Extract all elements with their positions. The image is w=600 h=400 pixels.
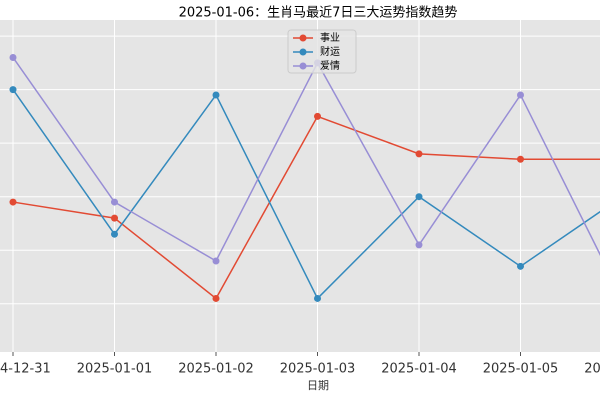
plot-area	[0, 20, 600, 352]
chart-title: 2025-01-06：生肖马最近7日三大运势指数趋势	[179, 5, 458, 21]
data-point	[212, 294, 220, 302]
x-tick-label: 2025-01-05	[483, 362, 559, 377]
data-point	[415, 150, 423, 158]
x-tick-label: 2024-12-31	[0, 362, 51, 377]
legend-marker	[299, 62, 307, 70]
data-point	[9, 53, 17, 61]
legend-label: 爱情	[320, 59, 340, 72]
grid: 2024-12-31 2025-01-01 2025-01-02 2025-01-03…	[0, 20, 600, 377]
data-point	[517, 91, 524, 99]
data-point	[212, 257, 220, 265]
legend-marker	[299, 48, 307, 56]
x-tick-label: 2025-01-04	[381, 362, 457, 377]
x-tick-label: 2025-01-01	[77, 362, 153, 377]
data-point	[111, 230, 118, 238]
data-point	[314, 112, 321, 120]
data-point	[314, 294, 321, 302]
data-point	[111, 214, 118, 222]
data-point	[415, 241, 423, 249]
data-point	[9, 86, 17, 94]
x-axis-label: 日期	[307, 379, 329, 392]
x-tick-label: 2025-01-06	[584, 362, 600, 377]
legend-marker	[299, 34, 307, 42]
data-point	[9, 198, 17, 206]
legend-label: 事业	[320, 31, 340, 44]
data-point	[111, 198, 118, 206]
x-tick-label: 2025-01-02	[178, 362, 254, 377]
x-tick-label: 2025-01-03	[280, 362, 356, 377]
data-point	[517, 155, 524, 163]
data-point	[517, 262, 524, 270]
data-point	[212, 91, 220, 99]
series-group	[9, 53, 600, 302]
legend-label: 财运	[320, 45, 340, 58]
data-point	[415, 193, 423, 201]
